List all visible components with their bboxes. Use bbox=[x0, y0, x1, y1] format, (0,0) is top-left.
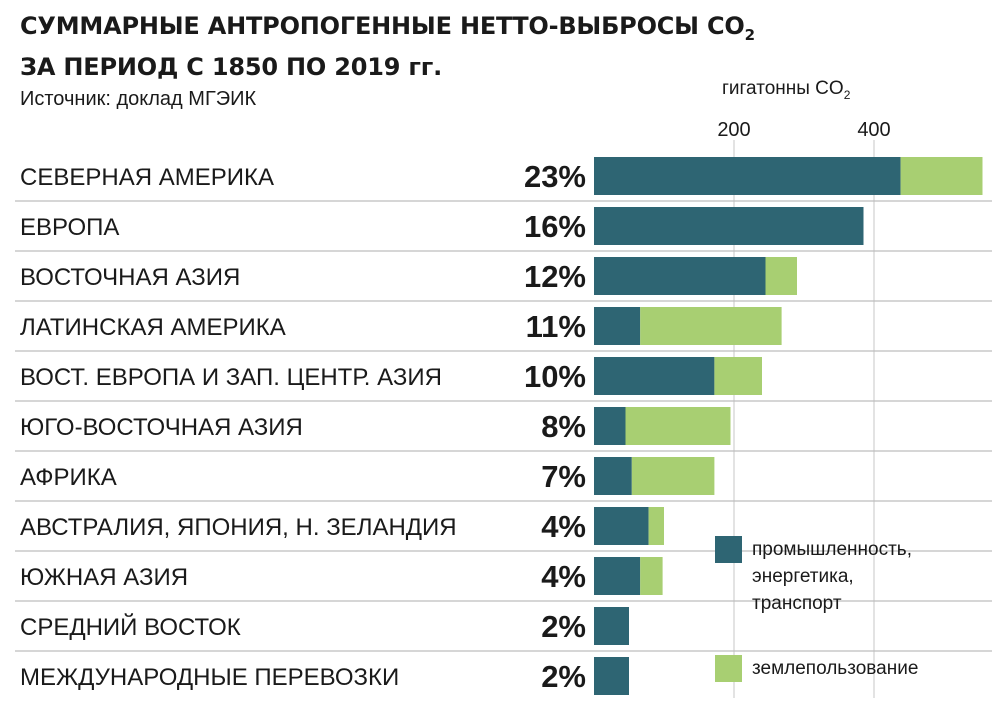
legend-swatch-industry bbox=[715, 536, 742, 563]
category-label: ЕВРОПА bbox=[20, 214, 119, 241]
bar-landuse bbox=[640, 557, 663, 595]
share-label: 2% bbox=[541, 609, 586, 644]
bar-industry bbox=[594, 657, 629, 695]
legend-label-industry: промышленность, энергетика, транспорт bbox=[752, 539, 912, 614]
bar-industry bbox=[594, 507, 649, 545]
chart-title: СУММАРНЫЕ АНТРОПОГЕННЫЕ НЕТТО-ВЫБРОСЫ CO… bbox=[20, 10, 755, 83]
category-label: МЕЖДУНАРОДНЫЕ ПЕРЕВОЗКИ bbox=[20, 664, 399, 691]
category-label: ЛАТИНСКАЯ АМЕРИКА bbox=[20, 314, 286, 341]
x-tick-label-200: 200 bbox=[717, 119, 750, 141]
category-label: ЮЖНАЯ АЗИЯ bbox=[20, 564, 188, 591]
share-label: 12% bbox=[524, 259, 586, 294]
bar-industry bbox=[594, 407, 626, 445]
share-label: 2% bbox=[541, 659, 586, 694]
axis-unit-label: гигатонны CO2 bbox=[722, 78, 851, 102]
bar-landuse bbox=[640, 307, 782, 345]
share-label: 4% bbox=[541, 559, 586, 594]
share-label: 4% bbox=[541, 509, 586, 544]
share-label: 8% bbox=[541, 409, 586, 444]
share-label: 23% bbox=[524, 159, 586, 194]
category-label: ЮГО-ВОСТОЧНАЯ АЗИЯ bbox=[20, 414, 303, 441]
bar-landuse bbox=[765, 257, 797, 295]
bar-landuse bbox=[900, 157, 983, 195]
title-line-1: СУММАРНЫЕ АНТРОПОГЕННЫЕ НЕТТО-ВЫБРОСЫ CO… bbox=[20, 12, 755, 44]
bar-industry bbox=[594, 607, 629, 645]
source-note: Источник: доклад МГЭИК bbox=[20, 88, 257, 110]
bar-landuse bbox=[631, 457, 715, 495]
title-line-2: ЗА ПЕРИОД С 1850 ПО 2019 гг. bbox=[20, 52, 442, 81]
legend-label-landuse: землепользование bbox=[752, 658, 919, 679]
bar-landuse bbox=[714, 357, 762, 395]
category-label: СРЕДНИЙ ВОСТОК bbox=[20, 613, 241, 641]
x-tick-label-400: 400 bbox=[857, 119, 890, 141]
category-label: АВСТРАЛИЯ, ЯПОНИЯ, Н. ЗЕЛАНДИЯ bbox=[20, 514, 457, 541]
legend-item-landuse: землепользование bbox=[715, 655, 918, 682]
legend-item-industry: промышленность, энергетика, транспорт bbox=[715, 536, 912, 617]
category-label: ВОСТ. ЕВРОПА И ЗАП. ЦЕНТР. АЗИЯ bbox=[20, 364, 442, 391]
bar-industry bbox=[594, 257, 766, 295]
bar-industry bbox=[594, 207, 864, 245]
share-label: 7% bbox=[541, 459, 586, 494]
bar-industry bbox=[594, 457, 632, 495]
category-label: СЕВЕРНАЯ АМЕРИКА bbox=[20, 164, 274, 191]
bar-industry bbox=[594, 557, 641, 595]
bar-landuse bbox=[625, 407, 731, 445]
bar-industry bbox=[594, 357, 715, 395]
share-label: 10% bbox=[524, 359, 586, 394]
legend-swatch-landuse bbox=[715, 655, 742, 682]
share-label: 16% bbox=[524, 209, 586, 244]
category-label: АФРИКА bbox=[20, 464, 117, 491]
category-label: ВОСТОЧНАЯ АЗИЯ bbox=[20, 264, 240, 291]
bar-landuse bbox=[648, 507, 664, 545]
share-label: 11% bbox=[526, 309, 586, 344]
bar-industry bbox=[594, 307, 641, 345]
bar-industry bbox=[594, 157, 901, 195]
